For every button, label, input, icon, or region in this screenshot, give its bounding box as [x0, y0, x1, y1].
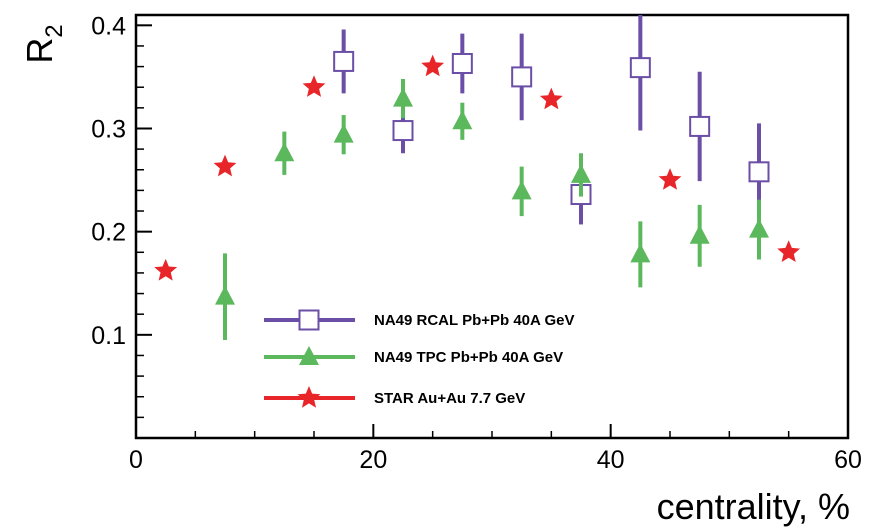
triangle-point [571, 163, 591, 183]
legend-marker [298, 309, 320, 331]
y-tick-label: 0.3 [91, 115, 126, 143]
x-tick-label: 40 [597, 446, 625, 474]
triangle-point [749, 218, 769, 238]
open-square-point [511, 66, 533, 88]
star-point [539, 87, 563, 110]
triangle-point [215, 285, 235, 305]
y-tick-label: 0.4 [91, 12, 126, 40]
x-tick-label: 0 [129, 446, 143, 474]
open-square-point [748, 161, 770, 183]
legend-marker [297, 386, 321, 408]
y-tick-label: 0.1 [91, 322, 126, 350]
axes: 0 20 40 60 0.1 0.2 0.3 0.4 [91, 12, 862, 474]
open-square-point [689, 115, 711, 137]
open-square-point [451, 52, 473, 74]
star-point [302, 75, 326, 97]
star-point [421, 54, 445, 77]
open-square-point [392, 120, 414, 142]
open-square-point [333, 50, 355, 72]
triangle-point [689, 224, 710, 244]
y-axis-title: R2 [19, 24, 68, 63]
open-square-point [629, 57, 651, 79]
legend-label: NA49 TPC Pb+Pb 40A GeV [374, 349, 563, 366]
x-tick-label: 20 [359, 446, 387, 474]
legend-label: NA49 RCAL Pb+Pb 40A GeV [374, 312, 574, 329]
series-1 [215, 78, 769, 340]
triangle-point [630, 243, 651, 263]
triangle-point [274, 142, 295, 162]
legend-label: STAR Au+Au 7.7 GeV [374, 390, 525, 407]
series-0 [333, 15, 770, 225]
series-2 [154, 54, 801, 281]
star-point [154, 258, 178, 281]
star-point [658, 168, 682, 190]
triangle-point [333, 123, 354, 143]
star-point [213, 154, 237, 177]
x-tick-label: 60 [834, 446, 862, 474]
data-marks [154, 15, 801, 340]
triangle-point [511, 180, 532, 200]
y-tick-label: 0.2 [91, 219, 126, 247]
triangle-point [393, 87, 413, 107]
legend: NA49 RCAL Pb+Pb 40A GeV NA49 TPC Pb+Pb 40… [264, 309, 574, 408]
legend-marker [299, 346, 319, 365]
plot-frame [134, 13, 850, 440]
x-axis-title: centrality, % [657, 486, 850, 527]
star-point [777, 240, 801, 262]
triangle-point [452, 110, 473, 130]
